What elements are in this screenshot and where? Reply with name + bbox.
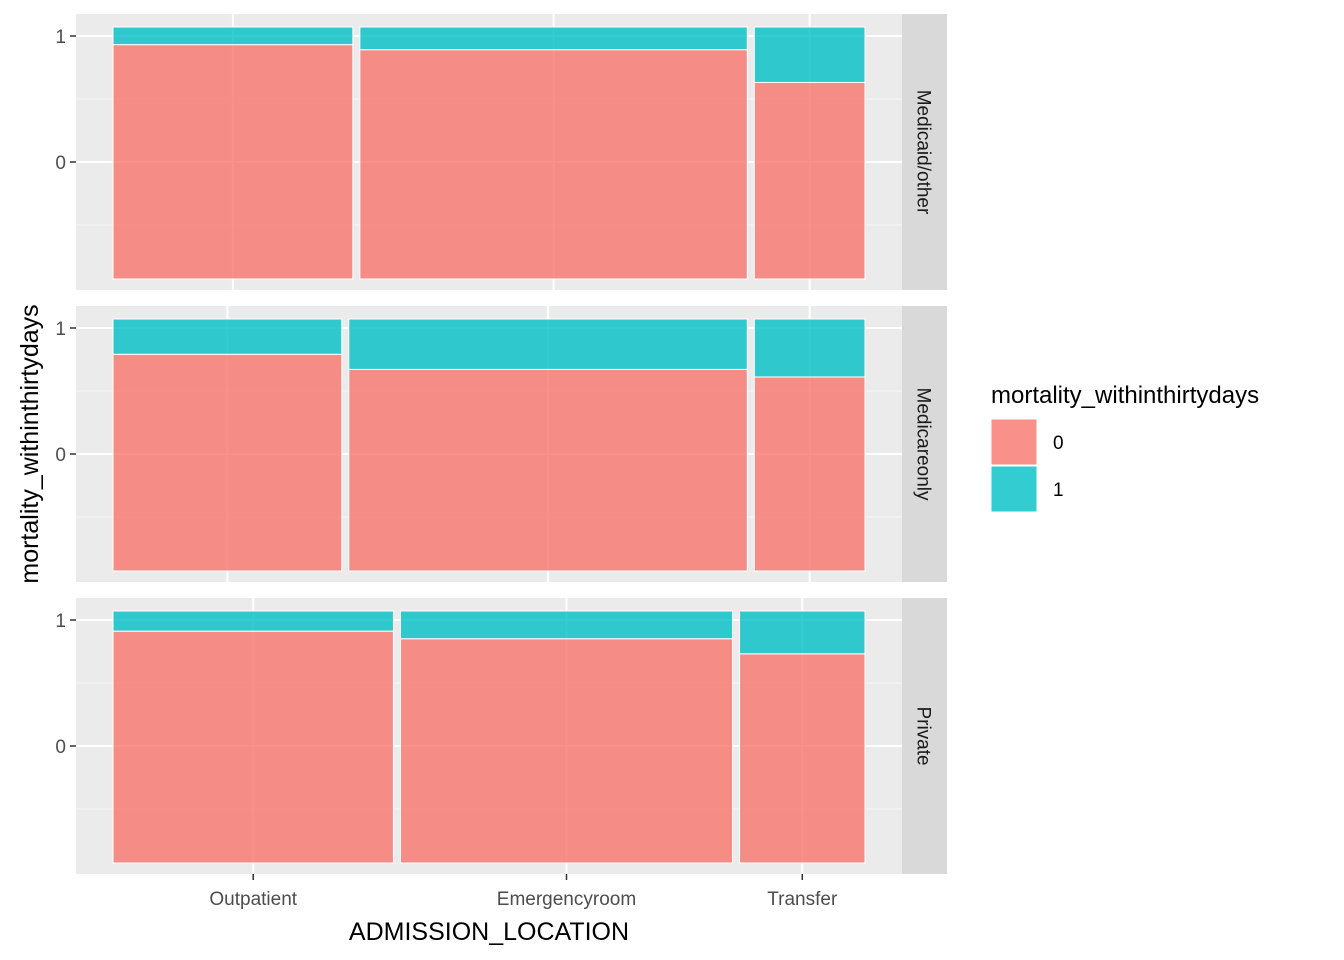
bar-segment-mortality-0 (753, 376, 866, 572)
y-tick-label: 0 (55, 445, 66, 466)
bar-segment-mortality-1 (112, 26, 354, 46)
facet-strip (902, 14, 947, 290)
bar-segment-mortality-1 (112, 610, 394, 632)
bar-segment-mortality-0 (359, 49, 748, 280)
facet-strip (902, 598, 947, 874)
x-tick-label: Transfer (767, 889, 838, 910)
bar-segment-mortality-1 (359, 26, 748, 51)
facet-panel: 0 1 Medicaid/other (55, 14, 947, 290)
bar-segment-mortality-1 (112, 318, 343, 355)
legend: mortality_withinthirtydays 0 1 (990, 382, 1259, 513)
bar-segment-mortality-0 (348, 368, 748, 572)
bar-segment-mortality-1 (739, 610, 866, 655)
legend-label: 1 (1053, 480, 1064, 501)
y-tick-label: 1 (55, 27, 66, 48)
y-tick-label: 1 (55, 319, 66, 340)
legend-key (990, 418, 1038, 466)
bar-segment-mortality-0 (399, 638, 734, 864)
x-axis-title: ADMISSION_LOCATION (349, 918, 629, 946)
facet-strip-label: Private (913, 706, 934, 765)
x-tick-label: Emergencyroom (497, 889, 636, 910)
x-tick-label: Outpatient (209, 889, 297, 910)
facet-strip-label: Medicareonly (913, 388, 934, 501)
y-tick-label: 0 (55, 737, 66, 758)
y-tick-label: 1 (55, 611, 66, 632)
bar-segment-mortality-0 (753, 81, 866, 280)
bar-segment-mortality-1 (753, 26, 866, 83)
facet-strip (902, 306, 947, 582)
facet-panel: 0 1 Medicareonly (55, 306, 947, 582)
bar-segment-mortality-0 (112, 630, 394, 864)
bar-segment-mortality-1 (753, 318, 866, 378)
legend-label: 0 (1053, 433, 1064, 454)
bar-segment-mortality-0 (112, 44, 354, 280)
legend-key (990, 465, 1038, 513)
y-tick-label: 0 (55, 153, 66, 174)
bar-segment-mortality-1 (348, 318, 748, 370)
bar-segment-mortality-0 (739, 653, 866, 864)
x-axis: Outpatient Emergencyroom Transfer (209, 874, 838, 910)
facet-panel: 0 1 Private (55, 598, 947, 874)
facet-panels: 0 1 Medicaid/other 0 1 Medicareonly 0 1 Private (55, 14, 947, 874)
bar-segment-mortality-0 (112, 353, 343, 572)
bar-segment-mortality-1 (399, 610, 734, 640)
legend-title: mortality_withinthirtydays (991, 382, 1259, 409)
y-axis-title: mortality_withinthirtydays (16, 304, 44, 583)
facet-strip-label: Medicaid/other (913, 90, 934, 215)
